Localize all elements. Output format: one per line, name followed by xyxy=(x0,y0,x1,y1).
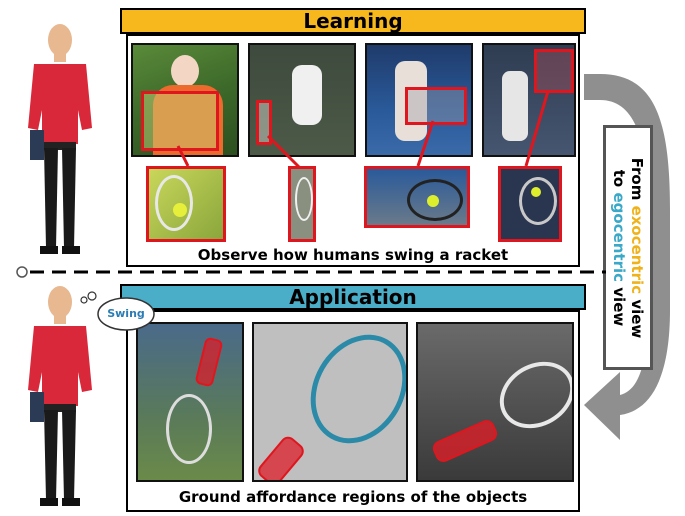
object-photo-3 xyxy=(416,322,574,482)
zoom-crop-1 xyxy=(146,166,226,242)
racket-head xyxy=(155,175,193,231)
racket-head xyxy=(295,177,313,221)
object-photo-2 xyxy=(252,322,408,482)
affordance-handle xyxy=(254,433,308,480)
racket-head xyxy=(487,348,572,442)
player-head xyxy=(171,55,199,87)
zoom-crop-4 xyxy=(498,166,562,242)
object-photo-1 xyxy=(136,322,244,482)
application-header: Application xyxy=(120,284,586,310)
label-view-1: view xyxy=(628,298,646,338)
application-panel: Ground affordance regions of the objects xyxy=(126,310,580,512)
racket-region-4 xyxy=(534,49,574,93)
racket-head xyxy=(519,177,557,225)
zoom-crop-2 xyxy=(288,166,316,242)
player-body xyxy=(292,65,322,125)
racket-head xyxy=(407,179,463,221)
label-view-2: view xyxy=(610,286,628,326)
affordance-handle xyxy=(194,336,224,388)
person-actor xyxy=(28,286,92,506)
exo-photo-4 xyxy=(482,43,576,157)
person-observer xyxy=(28,24,92,254)
zoom-crop-3 xyxy=(364,166,470,228)
label-from: From xyxy=(628,157,646,200)
thought-cloud: Swing xyxy=(98,304,154,324)
racket-head xyxy=(166,394,212,464)
learning-caption: Observe how humans swing a racket xyxy=(197,246,509,264)
thought-cloud-shape xyxy=(80,291,155,331)
racket-region-3 xyxy=(405,87,467,125)
exo-photo-1 xyxy=(131,43,239,157)
label-exocentric: exocentric xyxy=(628,205,646,294)
affordance-handle xyxy=(430,417,500,465)
zoom-connectors xyxy=(176,90,550,170)
thought-text: Swing xyxy=(107,307,145,320)
tennis-ball xyxy=(427,195,439,207)
label-to: to xyxy=(610,169,628,187)
view-transfer-label: From exocentric view to egocentric view xyxy=(603,125,653,370)
tennis-ball xyxy=(531,187,541,197)
racket-head xyxy=(291,324,406,461)
learning-header: Learning xyxy=(120,8,586,34)
tennis-ball xyxy=(173,203,187,217)
section-divider xyxy=(16,266,606,278)
application-caption: Ground affordance regions of the objects xyxy=(178,488,528,506)
label-egocentric: egocentric xyxy=(610,191,628,282)
racket-region-2 xyxy=(256,100,272,145)
view-transfer-text: From exocentric view to egocentric view xyxy=(610,157,646,338)
exo-photo-3 xyxy=(365,43,473,157)
player-body xyxy=(502,71,528,141)
exo-photo-2 xyxy=(248,43,356,157)
learning-panel: Observe how humans swing a racket xyxy=(126,34,580,267)
player-body xyxy=(395,61,427,141)
